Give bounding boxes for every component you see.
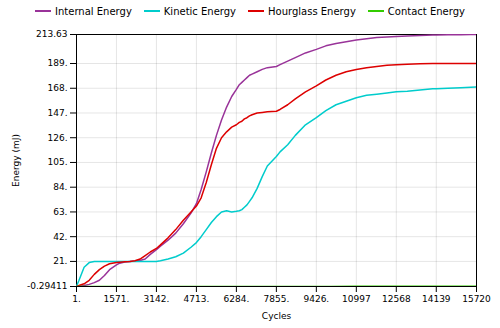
svg-text:-0.29411: -0.29411	[27, 281, 67, 291]
svg-text:147.: 147.	[47, 108, 67, 118]
svg-text:189.: 189.	[47, 58, 67, 68]
svg-text:6284.: 6284.	[224, 294, 250, 304]
svg-text:42.: 42.	[53, 232, 67, 242]
svg-text:12568: 12568	[382, 294, 411, 304]
svg-text:1571.: 1571.	[104, 294, 130, 304]
svg-text:21.: 21.	[53, 256, 67, 266]
svg-text:126.: 126.	[47, 133, 67, 143]
svg-text:213.63: 213.63	[36, 29, 68, 39]
html-text:Internal Energy: Internal Energy	[55, 5, 132, 17]
html-text:Contact Energy: Contact Energy	[387, 5, 465, 17]
svg-text:84.: 84.	[53, 182, 67, 192]
svg-text:105.: 105.	[47, 157, 67, 167]
svg-text:63.: 63.	[53, 207, 67, 217]
svg-text:4713.: 4713.	[184, 294, 210, 304]
html-text:Kinetic Energy: Kinetic Energy	[163, 5, 236, 17]
svg-text:7855.: 7855.	[263, 294, 289, 304]
svg-text:15720: 15720	[462, 294, 491, 304]
svg-text:Energy (mJ): Energy (mJ)	[11, 134, 21, 187]
svg-text:3142.: 3142.	[144, 294, 170, 304]
html-text:Hourglass Energy: Hourglass Energy	[268, 5, 356, 17]
svg-text:9426.: 9426.	[303, 294, 329, 304]
svg-text:10997: 10997	[342, 294, 371, 304]
svg-text:14139: 14139	[422, 294, 451, 304]
svg-text:Cycles: Cycles	[262, 311, 292, 321]
svg-text:1.: 1.	[72, 294, 81, 304]
svg-text:168.: 168.	[47, 83, 67, 93]
